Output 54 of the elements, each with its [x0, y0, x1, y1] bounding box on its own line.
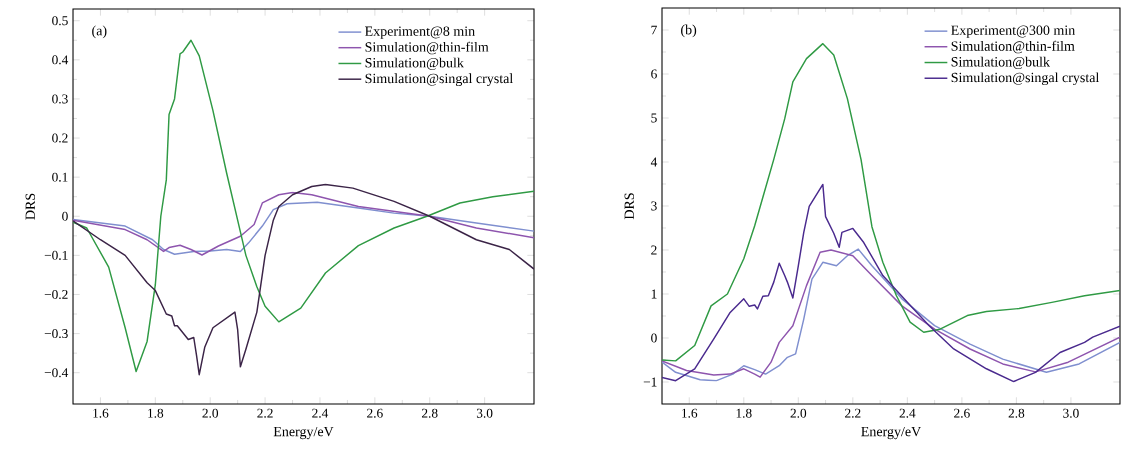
- legend-label: Simulation@bulk: [951, 56, 1050, 70]
- x-tick-label: 2.4: [899, 408, 916, 418]
- x-tick-label: 2.8: [421, 408, 438, 418]
- x-tick-label: 2.2: [845, 408, 861, 418]
- line-series: [73, 201, 534, 255]
- line-series: [662, 42, 1120, 362]
- y-tick-label: 4: [650, 157, 658, 167]
- y-tick-label: −0.4: [44, 368, 69, 378]
- y-tick-label: −0.3: [44, 329, 68, 339]
- x-tick-label: 2.0: [202, 408, 219, 418]
- x-tick-label: 3.0: [1063, 408, 1079, 418]
- y-tick-label: 7: [651, 25, 657, 35]
- x-tick-label: 1.6: [682, 408, 698, 418]
- x-tick-label: 2.8: [1008, 408, 1025, 418]
- x-axis-title: Energy/eV: [861, 426, 922, 440]
- annotation: (b): [681, 24, 697, 38]
- x-tick-label: 2.0: [790, 408, 807, 418]
- legend-label: Simulation@thin-film: [365, 41, 489, 55]
- legend-label: Simulation@thin-film: [951, 40, 1075, 54]
- y-tick-label: 0: [651, 333, 657, 343]
- y-tick-label: 0.4: [52, 55, 69, 65]
- y-tick-label: 0: [62, 211, 68, 221]
- y-tick-label: 2: [651, 245, 657, 255]
- y-tick-label: 3: [651, 201, 657, 211]
- y-tick-label: −0.1: [44, 250, 68, 260]
- legend-label: Simulation@bulk: [365, 57, 464, 70]
- y-tick-label: 0.2: [52, 133, 68, 143]
- legend-label: Experiment@8 min: [365, 26, 475, 39]
- line-series: [662, 183, 1120, 383]
- legend-label: Simulation@singal crystal: [951, 72, 1100, 86]
- y-tick-label: −1: [643, 377, 657, 387]
- y-tick-label: 0.3: [52, 94, 68, 104]
- x-tick-label: 1.8: [148, 408, 164, 418]
- x-axis-title: Energy/eV: [273, 426, 334, 440]
- legend-label: Experiment@300 min: [951, 25, 1075, 38]
- y-tick-label: 0.5: [52, 16, 68, 26]
- line-series: [73, 191, 534, 256]
- x-tick-label: 2.6: [954, 408, 970, 418]
- y-tick-label: 0.1: [52, 172, 68, 182]
- x-tick-label: 2.6: [367, 408, 383, 418]
- x-tick-label: 1.8: [736, 408, 752, 418]
- x-tick-label: 3.0: [476, 408, 493, 418]
- y-tick-label: 6: [651, 69, 657, 79]
- y-tick-label: −0.2: [44, 289, 68, 300]
- line-series: [73, 39, 534, 373]
- y-tick-label: 1: [651, 289, 657, 299]
- y-axis-title: DRS: [624, 193, 634, 220]
- x-tick-label: 1.6: [93, 408, 109, 418]
- legend-label: Simulation@singal crystal: [365, 73, 513, 87]
- x-tick-label: 2.4: [312, 408, 329, 418]
- y-axis-title: DRS: [25, 193, 35, 220]
- annotation: (a): [92, 25, 107, 39]
- x-tick-label: 2.2: [257, 408, 273, 418]
- y-tick-label: 5: [651, 113, 657, 123]
